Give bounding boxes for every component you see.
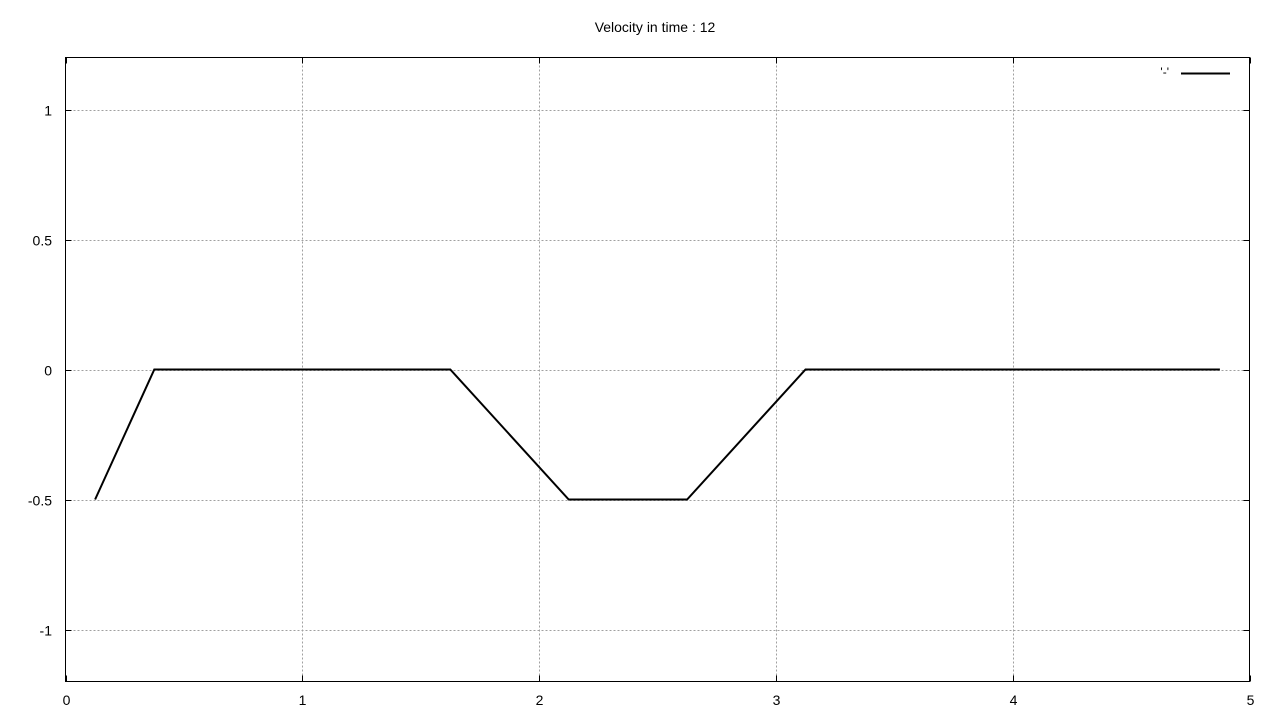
plot-frame — [65, 57, 1250, 682]
x-tick-label: 2 — [536, 692, 544, 708]
y-tick-label: -0.5 — [28, 493, 52, 509]
y-tick-label: 1 — [44, 103, 52, 119]
axis-ticks: 0 1 2 3 4 5 -1 -0.5 0 0.5 1 — [28, 57, 1255, 708]
y-tick-label: -1 — [40, 623, 53, 639]
x-tick-label: 3 — [773, 692, 781, 708]
chart-title: Velocity in time : 12 — [595, 19, 716, 35]
series-line — [94, 368, 1220, 501]
legend: '-' — [1160, 65, 1230, 79]
y-tick-label: 0 — [44, 363, 52, 379]
x-tick-label: 4 — [1010, 692, 1018, 708]
x-tick-label: 1 — [299, 692, 307, 708]
legend-label: '-' — [1160, 65, 1169, 79]
y-tick-label: 0.5 — [33, 233, 53, 249]
series-layer — [94, 368, 1220, 501]
x-tick-label: 0 — [63, 692, 71, 708]
x-tick-label: 5 — [1247, 692, 1255, 708]
